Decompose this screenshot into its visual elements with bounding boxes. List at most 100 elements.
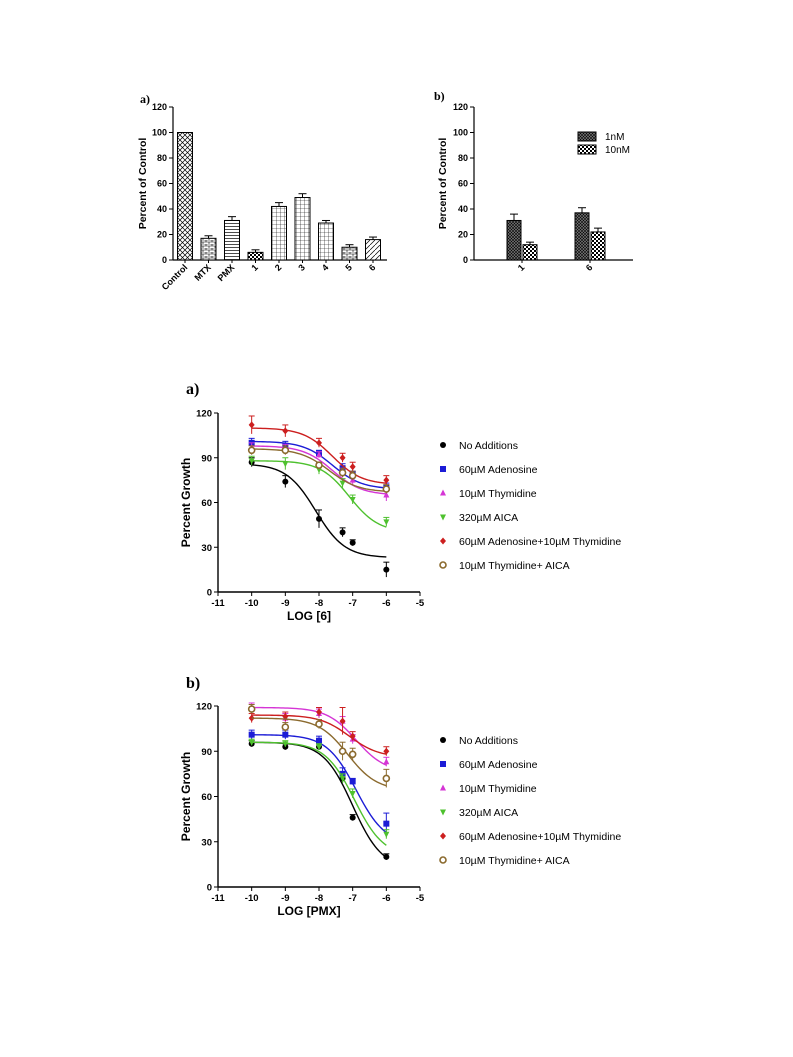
data-point: [383, 758, 390, 765]
series-1: No Additions: [248, 440, 518, 578]
x-tick-label: 2: [273, 262, 284, 273]
y-tick-label: 0: [207, 588, 212, 599]
data-point: [282, 427, 289, 435]
x-tick-label: -9: [281, 598, 289, 609]
legend-label: 60µM Adenosine: [459, 464, 538, 476]
data-point: [315, 461, 323, 470]
data-point: [338, 468, 347, 477]
legend-marker: [440, 489, 446, 496]
data-point: [338, 747, 347, 756]
y-tick-label: 0: [463, 255, 468, 265]
series-5: 60µM Adenosine+10µM Thymidine: [248, 415, 621, 548]
panel-label: a): [186, 381, 199, 398]
y-tick-label: 30: [201, 543, 212, 554]
data-point: [282, 741, 289, 748]
series-4: 320µM AICA: [248, 738, 518, 846]
x-tick-label: -7: [348, 598, 356, 609]
y-tick-label: 30: [201, 837, 212, 848]
y-axis-title: Percent of Control: [437, 138, 449, 230]
x-tick-label: -6: [382, 893, 390, 904]
data-point: [281, 446, 290, 455]
x-tick-label: MTX: [192, 262, 213, 283]
legend-swatch: [577, 144, 597, 155]
data-point: [316, 708, 322, 716]
data-point: [339, 454, 346, 462]
series-6: 10µM Thymidine+ AICA: [247, 445, 570, 572]
data-point: [316, 744, 322, 751]
data-point: [383, 476, 390, 484]
bar: [224, 219, 240, 261]
y-tick-label: 80: [458, 153, 468, 163]
legend-label: 320µM AICA: [459, 807, 518, 819]
data-point: [383, 820, 390, 827]
data-point: [349, 497, 356, 504]
bar: [574, 212, 590, 261]
legend-marker: [440, 537, 446, 545]
legend-marker: [440, 832, 446, 840]
y-tick-label: 40: [157, 204, 167, 214]
data-point: [281, 723, 290, 731]
x-tick-label: -11: [211, 598, 225, 609]
y-tick-label: 120: [196, 702, 212, 713]
x-tick-label: 1: [249, 262, 260, 273]
panel-label: b): [434, 89, 445, 103]
x-tick-label: -5: [416, 598, 425, 609]
data-point: [248, 714, 255, 722]
panel-label: b): [186, 675, 200, 692]
series-6: 10µM Thymidine+ AICA: [247, 703, 570, 867]
bar-chart-b: 0 20 40 60 80 100 120 Percent of Control b) 1 6 1nM…: [434, 89, 633, 273]
bar: [200, 237, 217, 261]
legend-label: 60µM Adenosine+10µM Thymidine: [459, 536, 621, 548]
legend-marker: [439, 856, 447, 864]
x-tick-label: -8: [315, 598, 323, 609]
x-tick-label: -5: [416, 893, 425, 904]
y-axis-title: Percent Growth: [179, 752, 193, 841]
legend-label: No Additions: [459, 440, 518, 452]
y-tick-label: 0: [162, 255, 167, 265]
x-tick-label: 5: [343, 262, 354, 273]
data-point: [349, 539, 356, 546]
data-point: [383, 519, 390, 526]
x-tick-label: -10: [245, 893, 259, 904]
y-tick-label: 60: [201, 498, 212, 509]
legend-swatch: [577, 131, 597, 142]
y-tick-label: 120: [453, 102, 468, 112]
bar: [506, 219, 522, 261]
y-axis-title: Percent of Control: [137, 138, 149, 230]
legend-marker: [440, 737, 446, 743]
data-point: [349, 732, 356, 740]
fit-curve: [251, 741, 387, 858]
bar: [271, 205, 287, 261]
fit-curve: [251, 445, 387, 495]
y-tick-label: 90: [201, 453, 212, 464]
data-point: [383, 853, 390, 860]
data-point: [348, 750, 357, 759]
x-tick-label: -8: [315, 893, 323, 904]
data-point: [248, 739, 255, 746]
y-tick-label: 20: [157, 230, 167, 240]
legend-label: 10µM Thymidine: [459, 783, 537, 795]
data-point: [248, 731, 255, 738]
y-axis-title: Percent Growth: [179, 458, 193, 547]
dose-response-chart-b: 0 30 60 90 120 -11 -10 -9 -8 -7 -6 -5 Percent Growth…: [179, 675, 621, 918]
legend-label: 10µM Thymidine: [459, 488, 537, 500]
bar: [365, 239, 381, 261]
x-tick-label: 6: [367, 262, 378, 273]
y-tick-label: 120: [152, 102, 167, 112]
bar: [590, 231, 606, 261]
data-point: [339, 529, 346, 536]
y-tick-label: 0: [207, 883, 212, 894]
data-point: [339, 480, 346, 487]
x-tick-label: -11: [211, 893, 225, 904]
x-tick-label: Control: [160, 262, 190, 292]
legend-label: 1nM: [605, 132, 624, 143]
x-axis-title: LOG [6]: [287, 609, 331, 623]
x-tick-label: -10: [245, 598, 259, 609]
legend-label: 10µM Thymidine+ AICA: [459, 855, 570, 867]
bar: [177, 132, 193, 261]
data-point: [383, 831, 390, 838]
data-point: [349, 778, 356, 785]
data-point: [316, 451, 322, 458]
data-point: [315, 720, 323, 728]
